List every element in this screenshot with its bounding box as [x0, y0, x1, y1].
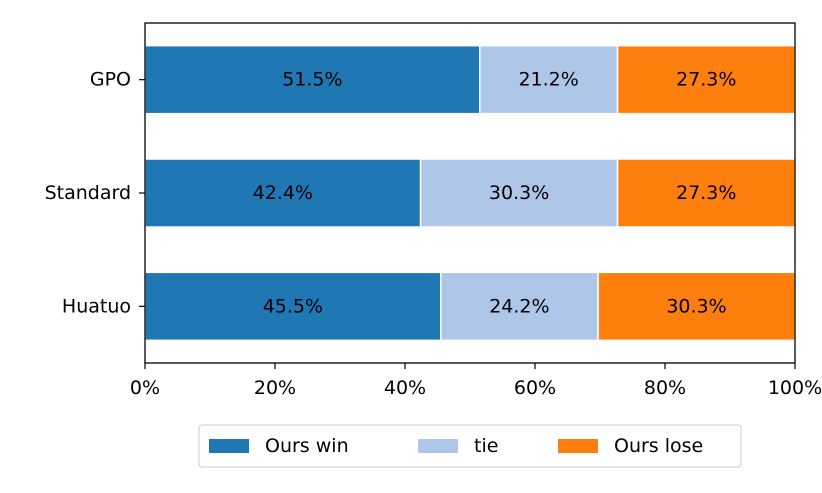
x-axis: 0% 20% 40% 60% 80% 100%: [130, 363, 822, 399]
x-tick-label: 60%: [514, 377, 556, 399]
legend-swatch-ours-lose: [558, 439, 598, 453]
x-tick-label: 0%: [130, 377, 160, 399]
bars: [144, 44, 796, 342]
x-tick-label: 100%: [768, 377, 822, 399]
data-label: 24.2%: [489, 295, 549, 317]
data-label: 30.3%: [489, 182, 549, 204]
bar-standard-ours-win: [144, 158, 422, 228]
data-label: 51.5%: [282, 69, 342, 91]
x-tick-label: 80%: [644, 377, 686, 399]
bar-standard-tie: [419, 158, 619, 228]
data-labels: 51.5% 21.2% 27.3% 42.4% 30.3% 27.3% 45.5% 24.2%…: [253, 69, 737, 318]
legend-swatch-ours-win: [209, 439, 249, 453]
y-tick-label: GPO: [90, 69, 131, 91]
y-axis: GPO Standard Huatuo: [45, 69, 145, 317]
x-tick-label: 20%: [254, 377, 296, 399]
y-tick-label: Huatuo: [62, 295, 131, 317]
bar-huatuo-ours-win: [144, 271, 442, 342]
legend-label: Ours win: [265, 435, 349, 457]
bar-huatuo-tie: [440, 271, 599, 342]
data-label: 30.3%: [666, 295, 726, 317]
data-label: 27.3%: [676, 182, 736, 204]
legend-label: tie: [474, 435, 498, 457]
bar-gpo-ours-lose: [616, 44, 796, 115]
bar-huatuo-ours-lose: [597, 271, 796, 342]
x-tick-label: 40%: [384, 377, 426, 399]
bar-gpo-ours-win: [144, 44, 481, 115]
legend-swatch-tie: [418, 439, 458, 453]
data-label: 21.2%: [518, 69, 578, 91]
bar-standard-ours-lose: [616, 158, 796, 228]
data-label: 45.5%: [263, 295, 323, 317]
legend-label: Ours lose: [614, 435, 703, 457]
legend: Ours win tie Ours lose: [198, 424, 742, 468]
data-label: 27.3%: [676, 69, 736, 91]
bar-gpo-tie: [479, 44, 619, 115]
data-label: 42.4%: [253, 182, 313, 204]
y-tick-label: Standard: [45, 182, 131, 204]
legend-frame: [198, 424, 742, 468]
